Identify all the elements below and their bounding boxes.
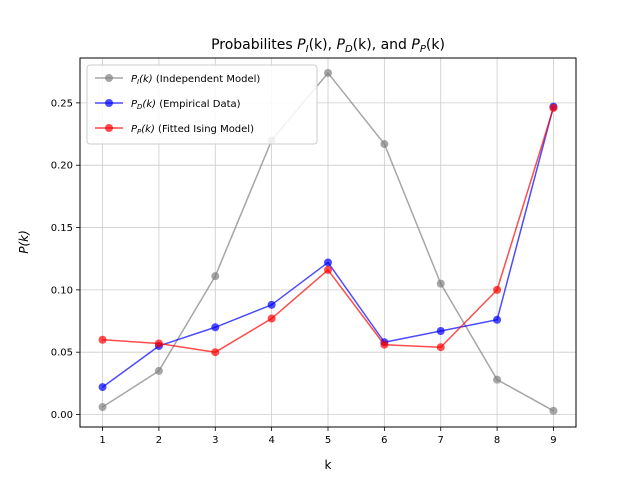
data-point <box>493 285 502 294</box>
x-tick-label: 1 <box>99 435 105 446</box>
legend-entry: PD(k) (Empirical Data) <box>95 99 241 111</box>
y-tick-label: 0.10 <box>51 285 73 296</box>
legend-label: PD(k) (Empirical Data) <box>131 99 241 111</box>
data-point <box>267 314 276 323</box>
data-point <box>211 272 220 281</box>
data-point <box>267 300 276 309</box>
y-tick-label: 0.25 <box>51 98 73 109</box>
legend-marker <box>105 124 113 132</box>
data-point <box>154 339 163 348</box>
x-tick-label: 3 <box>212 435 218 446</box>
y-tick-label: 0.05 <box>51 348 73 359</box>
y-axis-label: P(k) <box>17 230 31 254</box>
x-tick-label: 4 <box>268 435 274 446</box>
data-point <box>211 323 220 332</box>
data-point <box>493 375 502 384</box>
legend: PI(k) (Independent Model) PD(k) (Empirica… <box>86 64 318 145</box>
series-3 <box>98 103 558 357</box>
data-point <box>324 258 332 267</box>
legend-entry: PP(k) (Fitted Ising Model) <box>95 124 254 136</box>
x-tick-label: 5 <box>325 435 331 446</box>
x-tick-label: 8 <box>494 435 500 446</box>
data-point <box>380 340 389 349</box>
data-point <box>98 403 107 412</box>
data-point <box>324 265 332 274</box>
chart-title: Probabilites PI(k), PD(k), and PP(k) <box>211 37 445 55</box>
legend-box <box>86 64 318 145</box>
x-tick-label: 2 <box>156 435 162 446</box>
x-tick-label: 7 <box>438 435 444 446</box>
legend-label: PP(k) (Fitted Ising Model) <box>131 124 254 136</box>
y-tick-label: 0.00 <box>51 410 73 421</box>
legend-label: PI(k) (Independent Model) <box>131 74 260 86</box>
data-point <box>436 279 445 288</box>
data-point <box>211 348 220 357</box>
data-point <box>380 140 389 149</box>
x-tick-label: 9 <box>550 435 556 446</box>
y-tick-label: 0.20 <box>51 161 73 172</box>
legend-marker <box>105 74 113 82</box>
data-point <box>154 366 163 375</box>
data-point <box>493 315 502 324</box>
data-point <box>98 383 107 392</box>
data-point <box>436 343 445 352</box>
legend-entry: PI(k) (Independent Model) <box>95 74 260 86</box>
data-point <box>436 327 445 336</box>
data-point <box>549 103 558 112</box>
data-point <box>549 406 558 415</box>
x-tick-label: 6 <box>381 435 387 446</box>
data-point <box>98 335 107 344</box>
legend-marker <box>105 99 113 107</box>
ticks: 1 2 3 4 5 6 7 8 9 0.00 0.05 0.10 0.15 0.20 0.25 <box>51 98 557 446</box>
data-point <box>324 68 332 77</box>
y-tick-label: 0.15 <box>51 223 73 234</box>
x-axis-label: k <box>325 458 332 472</box>
series-layer <box>98 68 558 415</box>
